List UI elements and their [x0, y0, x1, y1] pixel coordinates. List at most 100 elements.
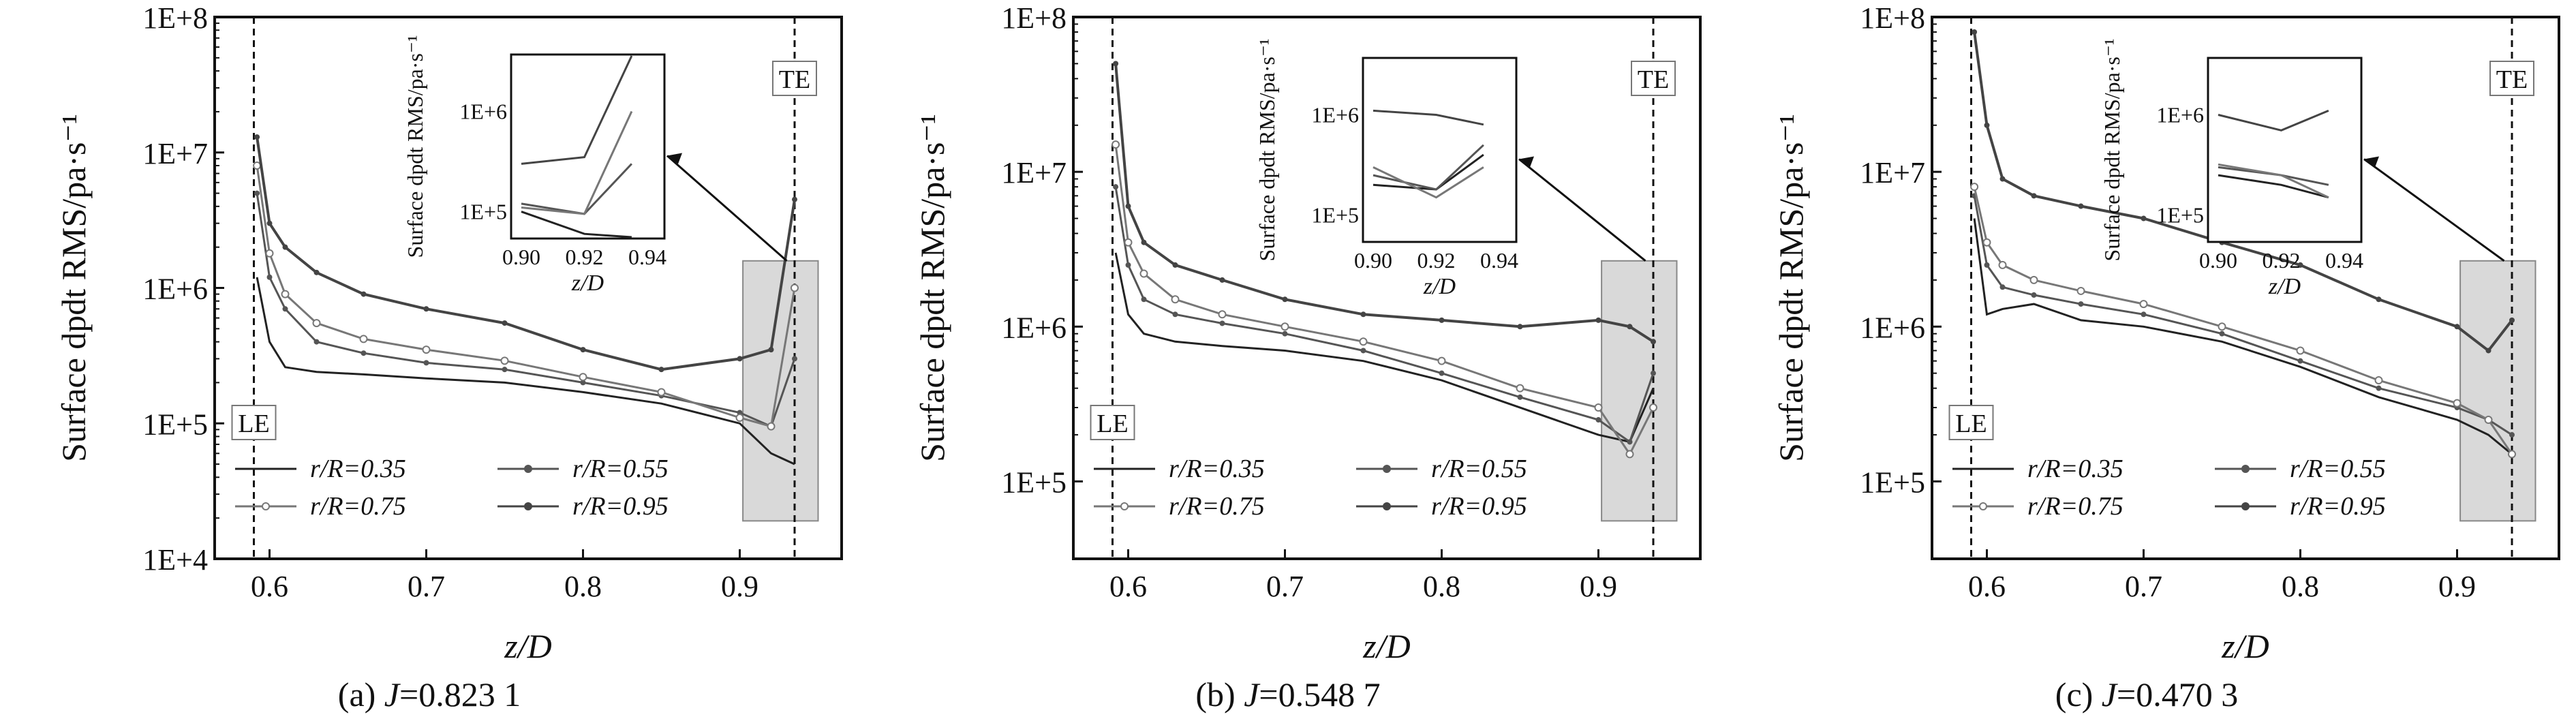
chart-panel-c: 1E+5 1E+6 1E+7 1E+8 0.6 0.7 0.8 0.9 z/D Surface d… — [1717, 0, 2576, 721]
series-point-2 — [1999, 284, 2006, 290]
legend-label-3: r/R=0.75 — [310, 492, 406, 521]
series-point-4 — [1219, 277, 1225, 283]
series-point-4 — [1651, 339, 1656, 345]
series-point-3 — [2076, 286, 2085, 295]
series-line-4 — [256, 136, 796, 371]
inset-x-tick-label: 0.92 — [566, 245, 604, 269]
caption-c: (c) J=0.470 3 — [2055, 675, 2239, 714]
series-point-2 — [1282, 331, 1288, 337]
series-point-2 — [1651, 370, 1656, 376]
chart-panel-b: 1E+5 1E+6 1E+7 1E+8 0.6 0.7 0.8 0.9 z/D Surface d… — [859, 0, 1717, 721]
series-point-3 — [1124, 238, 1133, 247]
x-tick-label: 0.9 — [2438, 570, 2476, 603]
zoom-region — [1601, 260, 1678, 522]
series-line-3 — [1973, 186, 2513, 455]
y-tick-label: 1E+5 — [1860, 465, 1925, 499]
series-point-3 — [2508, 450, 2516, 459]
series-point-3 — [1171, 295, 1180, 304]
series-point-3 — [2218, 322, 2226, 331]
inset-x-tick-label: 0.90 — [502, 245, 540, 269]
legend-label-4: r/R=0.95 — [572, 492, 669, 521]
series-point-3 — [1998, 260, 2007, 269]
y-tick-label: 1E+8 — [1860, 1, 1925, 35]
chart-a: 1E+4 1E+5 1E+6 1E+7 1E+8 0.6 0.7 0.8 0.9 z/D Surfa… — [55, 1, 843, 665]
caption-a: (a) J=0.823 1 — [337, 675, 521, 714]
series-point-3 — [657, 388, 666, 397]
series-point-2 — [1172, 311, 1178, 318]
le-box — [1090, 405, 1135, 440]
series-point-3 — [1982, 238, 1991, 247]
inset-y-tick-label: 1E+6 — [459, 99, 507, 124]
te-label: TE — [1638, 65, 1669, 94]
inset-x-tick-label: 0.90 — [2199, 248, 2237, 273]
series-point-2 — [2219, 331, 2225, 337]
le-label: LE — [238, 410, 269, 438]
legend-marker-2 — [524, 465, 532, 473]
series-point-4 — [2485, 348, 2491, 354]
legend-label-2: r/R=0.55 — [2290, 455, 2386, 483]
series-point-2 — [2031, 292, 2037, 298]
series-point-3 — [735, 414, 744, 423]
series-point-4 — [1595, 317, 1601, 323]
inset-series-3 — [1373, 166, 1484, 199]
zoom-arrow — [666, 155, 788, 262]
series-line-2 — [1973, 196, 2513, 436]
zoom-region — [2459, 260, 2536, 522]
series-point-2 — [1984, 262, 1990, 268]
series-point-3 — [1625, 450, 1634, 459]
series-line-1 — [1973, 218, 2513, 455]
series-point-3 — [1649, 403, 1657, 412]
series-line-1 — [256, 277, 795, 465]
series-point-3 — [1970, 183, 1979, 191]
plot-frame — [1931, 16, 2560, 560]
inset-x-tick-label: 0.92 — [1417, 248, 1456, 273]
series-point-2 — [2376, 385, 2382, 391]
series-point-4 — [2141, 215, 2147, 221]
x-axis-label: z/D — [1362, 627, 1410, 665]
series-point-3 — [359, 335, 368, 343]
inset-series-1 — [521, 211, 632, 239]
series-point-2 — [1360, 348, 1366, 354]
series-point-3 — [2139, 300, 2148, 309]
series-point-2 — [361, 350, 367, 356]
te-box — [772, 61, 817, 96]
inset-x-tick-label: 0.94 — [628, 245, 666, 269]
series-point-3 — [2453, 399, 2462, 408]
y-tick-label: 1E+8 — [142, 1, 208, 35]
series-point-2 — [1113, 184, 1119, 190]
series-point-3 — [1437, 356, 1446, 365]
legend-marker-3 — [1120, 502, 1129, 510]
x-tick-label: 0.9 — [1580, 570, 1617, 603]
series-point-4 — [792, 196, 797, 202]
series-line-4 — [1114, 63, 1655, 343]
x-tick-label: 0.8 — [2282, 570, 2319, 603]
series-point-2 — [423, 360, 429, 366]
series-point-3 — [2484, 416, 2493, 425]
x-axis-label: z/D — [2221, 627, 2269, 665]
y-tick-label: 1E+7 — [1001, 156, 1067, 189]
series-point-3 — [500, 356, 509, 365]
inset-y-tick-label: 1E+5 — [1311, 203, 1359, 228]
le-box — [231, 405, 277, 440]
series-point-2 — [254, 190, 260, 196]
inset-series-4 — [521, 55, 633, 165]
series-line-3 — [1114, 144, 1655, 457]
series-point-4 — [1141, 239, 1147, 245]
inset-frame — [1362, 57, 1518, 243]
legend-label-3: r/R=0.75 — [1169, 492, 1265, 521]
chart-c: 1E+5 1E+6 1E+7 1E+8 0.6 0.7 0.8 0.9 z/D Surface d… — [1772, 1, 2560, 665]
inset-series-1 — [2218, 174, 2329, 199]
series-point-4 — [1627, 324, 1633, 330]
series-point-3 — [1281, 322, 1289, 331]
y-tick-label: 1E+8 — [1001, 1, 1067, 35]
inset-y-tick-label: 1E+6 — [1311, 103, 1359, 127]
x-tick-label: 0.7 — [2125, 570, 2162, 603]
zoom-arrow — [1518, 158, 1646, 262]
x-tick-label: 0.8 — [564, 570, 602, 603]
x-tick-label: 0.8 — [1423, 570, 1460, 603]
legend-marker-3 — [1979, 502, 1987, 510]
legend-label-4: r/R=0.95 — [2290, 492, 2386, 521]
inset-x-tick-label: 0.94 — [2325, 248, 2363, 273]
legend-label-2: r/R=0.55 — [1431, 455, 1527, 483]
inset-x-tick-label: 0.92 — [2263, 248, 2301, 273]
